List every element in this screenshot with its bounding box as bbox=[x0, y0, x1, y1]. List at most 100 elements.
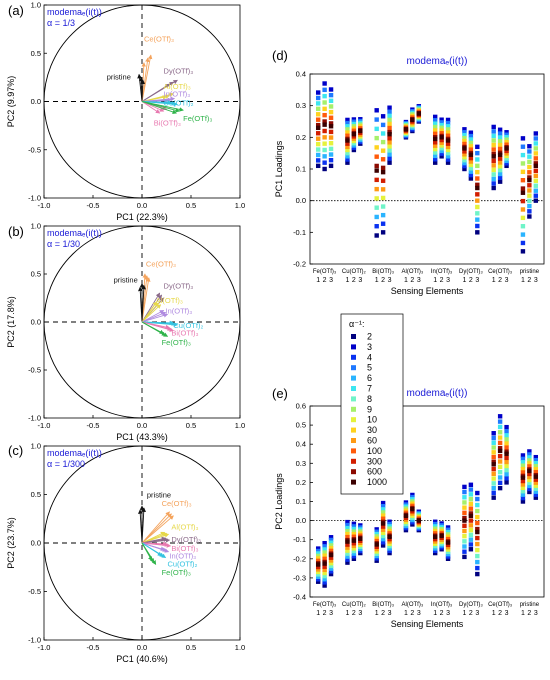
loading-marker bbox=[328, 115, 334, 120]
loading-vector bbox=[140, 79, 146, 102]
loading-marker bbox=[462, 549, 467, 554]
loading-marker bbox=[468, 159, 474, 164]
loading-vector bbox=[141, 101, 184, 112]
chart-title: modemaₑ(i(t)) bbox=[47, 7, 102, 17]
loading-marker bbox=[468, 176, 474, 181]
loading-marker bbox=[328, 104, 334, 109]
replicate-label: 1 bbox=[462, 610, 466, 617]
loading-marker bbox=[491, 133, 496, 139]
loading-marker bbox=[527, 483, 532, 489]
loading-marker bbox=[315, 546, 321, 551]
chart-title: modemaₑ(i(t)) bbox=[407, 388, 468, 399]
loading-marker bbox=[445, 542, 451, 548]
loading-marker bbox=[468, 496, 474, 502]
loading-marker bbox=[345, 130, 350, 135]
x-tick-label: -1.0 bbox=[38, 643, 51, 652]
loading-marker bbox=[351, 521, 357, 527]
loading-marker bbox=[468, 523, 474, 528]
loading-marker bbox=[527, 461, 532, 466]
loadings-panel-3: (d) modemaₑ(i(t)) -0.2 -0.1 0.0 0.1 0.2 0.3 0.4 P… bbox=[272, 48, 545, 296]
loading-marker bbox=[475, 217, 480, 222]
loading-marker bbox=[445, 154, 451, 159]
loading-marker bbox=[520, 207, 526, 212]
loading-marker bbox=[387, 519, 392, 524]
loading-marker bbox=[380, 543, 386, 548]
loading-marker bbox=[533, 454, 539, 460]
legend-swatch bbox=[351, 479, 356, 485]
loading-marker bbox=[403, 513, 409, 519]
loading-marker bbox=[533, 486, 539, 491]
loading-marker bbox=[462, 141, 467, 147]
loading-marker bbox=[468, 133, 474, 139]
loading-marker bbox=[322, 553, 327, 558]
loading-marker bbox=[315, 551, 321, 556]
loading-marker bbox=[497, 167, 503, 173]
loading-marker bbox=[497, 446, 503, 451]
loading-marker bbox=[351, 138, 357, 144]
loading-marker bbox=[475, 211, 480, 216]
loading-marker bbox=[475, 198, 480, 203]
loading-marker bbox=[468, 532, 474, 538]
loading-marker bbox=[351, 543, 357, 549]
x-tick-label: -1.0 bbox=[38, 421, 51, 430]
chart-subtitle: α = 1/3 bbox=[47, 18, 75, 28]
loading-marker bbox=[387, 524, 392, 529]
loading-marker bbox=[322, 580, 327, 585]
y-tick-label: 0.5 bbox=[296, 421, 306, 430]
replicate-label: 3 bbox=[358, 610, 362, 617]
x-tick-label: 1.0 bbox=[235, 643, 245, 652]
loading-marker bbox=[432, 534, 438, 540]
loading-marker bbox=[374, 214, 379, 220]
loading-marker bbox=[345, 534, 350, 540]
loading-marker bbox=[533, 483, 539, 488]
loading-marker bbox=[462, 135, 467, 141]
loading-marker bbox=[533, 495, 539, 500]
y-tick-label: 0.1 bbox=[296, 497, 306, 506]
loading-marker bbox=[351, 538, 357, 543]
loading-marker bbox=[432, 539, 438, 544]
group-label: Cu(OTf)₂ bbox=[342, 269, 367, 275]
legend-swatch bbox=[351, 344, 356, 350]
loading-marker bbox=[345, 147, 350, 153]
loading-marker bbox=[374, 534, 379, 539]
loading-marker bbox=[315, 572, 321, 577]
loading-marker bbox=[462, 528, 467, 534]
loading-marker bbox=[432, 550, 438, 556]
y-tick-label: 0.0 bbox=[296, 196, 306, 205]
loading-marker bbox=[462, 523, 467, 528]
loading-marker bbox=[351, 556, 357, 561]
loading-marker bbox=[475, 502, 480, 508]
loading-vector bbox=[141, 83, 171, 102]
loading-marker bbox=[345, 545, 350, 550]
loading-marker bbox=[520, 485, 526, 491]
loading-marker bbox=[462, 132, 467, 138]
loading-marker bbox=[462, 160, 467, 166]
replicate-label: 1 bbox=[433, 610, 437, 617]
loading-marker bbox=[374, 549, 379, 554]
loading-marker bbox=[432, 140, 438, 145]
loading-marker bbox=[439, 120, 444, 125]
loading-marker bbox=[520, 161, 526, 166]
loadings-panel-4: (e) modemaₑ(i(t)) -0.4 -0.3 -0.2 -0.1 0.0 0.1 0.… bbox=[272, 386, 545, 629]
loading-marker bbox=[527, 214, 532, 219]
loading-marker bbox=[387, 536, 392, 542]
group-label: Bi(OTf)₃ bbox=[372, 602, 394, 608]
loading-marker bbox=[491, 158, 496, 164]
loading-marker bbox=[462, 518, 467, 523]
replicate-label: 1 bbox=[345, 277, 349, 284]
loading-marker bbox=[533, 457, 539, 463]
loading-marker bbox=[374, 135, 379, 141]
legend-label: 1000 bbox=[367, 477, 387, 487]
legend-label: 2 bbox=[367, 332, 372, 342]
loading-marker bbox=[491, 147, 496, 152]
loading-marker bbox=[497, 435, 503, 440]
group-label: Fe(OTf)₃ bbox=[313, 602, 337, 608]
replicate-label: 1 bbox=[375, 277, 379, 284]
loading-marker bbox=[497, 142, 503, 148]
loading-label: Al(OTf)₃ bbox=[156, 296, 183, 305]
group-label: Ce(OTf)₃ bbox=[488, 269, 513, 275]
loading-marker bbox=[491, 440, 496, 445]
loading-marker bbox=[520, 478, 526, 484]
loading-marker bbox=[380, 504, 386, 509]
